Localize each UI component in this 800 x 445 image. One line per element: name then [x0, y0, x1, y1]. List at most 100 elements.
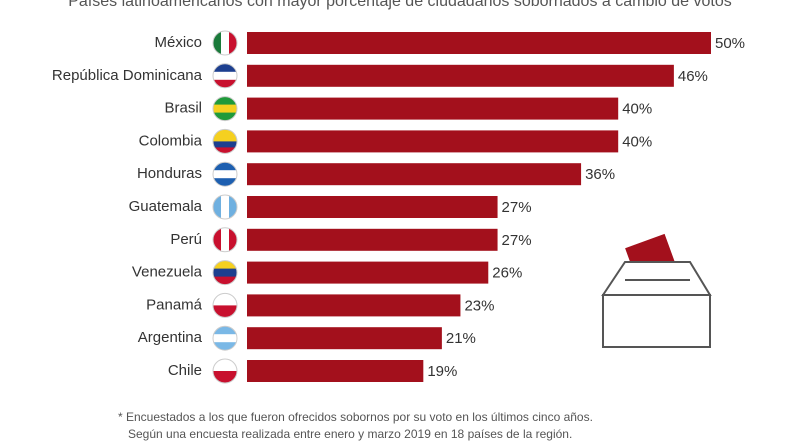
value-label: 36% — [585, 166, 615, 183]
flag-stripe — [213, 141, 237, 148]
value-label: 40% — [622, 101, 652, 118]
flag-stripes — [213, 359, 237, 383]
value-label: 21% — [446, 330, 476, 347]
value-label: 19% — [427, 363, 457, 380]
flag-stripe — [213, 260, 237, 270]
flag-stripe — [213, 63, 237, 73]
flag-stripe — [213, 178, 237, 187]
flag-outline — [212, 292, 238, 318]
flag-icon — [212, 161, 238, 187]
flag-icon — [212, 260, 238, 286]
flag-stripe — [213, 359, 237, 372]
category-label: República Dominicana — [52, 67, 203, 84]
flag-stripes — [213, 162, 237, 187]
flag-stripes — [213, 129, 237, 154]
category-label: Colombia — [139, 132, 203, 149]
bar — [247, 327, 442, 350]
bar — [247, 360, 424, 382]
flag-stripe — [213, 135, 237, 142]
flag-stripes — [213, 96, 237, 121]
bar — [247, 97, 619, 120]
flag-stripe — [213, 79, 237, 88]
flag-icon — [212, 194, 238, 220]
flag-stripes — [213, 260, 237, 285]
bar — [247, 196, 498, 218]
flag-stripe — [221, 227, 230, 252]
footnote: Según una encuesta realizada entre enero… — [128, 427, 572, 441]
category-label: Honduras — [137, 165, 202, 182]
flag-icon — [212, 30, 238, 56]
flag-outline — [212, 161, 238, 187]
flag-stripe — [221, 31, 230, 55]
flag-icon — [212, 292, 238, 318]
value-label: 27% — [502, 232, 532, 249]
flag-stripe — [213, 71, 237, 81]
category-label: Guatemala — [129, 198, 203, 215]
value-label: 40% — [622, 133, 652, 150]
flag-stripe — [213, 195, 222, 219]
flag-icon — [212, 128, 238, 154]
flag-stripe — [213, 31, 222, 55]
flag-icon — [212, 63, 238, 89]
flag-stripe — [213, 371, 237, 383]
flag-stripe — [213, 170, 237, 179]
flag-outline — [212, 96, 238, 122]
flag-stripe — [213, 268, 237, 278]
category-label: Venezuela — [132, 264, 203, 281]
flag-icon — [212, 325, 238, 351]
flag-icon — [212, 358, 238, 384]
value-label: 50% — [715, 35, 745, 52]
bar — [247, 130, 619, 153]
flag-outline — [212, 194, 238, 220]
value-label: 46% — [678, 68, 708, 85]
flag-outline — [212, 128, 238, 154]
flag-stripes — [213, 195, 237, 219]
flag-outline — [212, 325, 238, 351]
value-label: 23% — [464, 297, 494, 314]
flag-icon — [212, 227, 238, 253]
flag-stripe — [213, 104, 237, 114]
flag-stripes — [213, 63, 237, 88]
flag-stripes — [213, 293, 237, 318]
bar — [247, 261, 489, 284]
value-label: 26% — [492, 265, 522, 282]
bar — [247, 163, 582, 186]
flag-stripe — [213, 112, 237, 121]
flag-stripe — [213, 305, 237, 318]
footnote: * Encuestados a los que fueron ofrecidos… — [118, 410, 593, 424]
flag-outline — [212, 30, 238, 56]
flag-stripe — [213, 162, 237, 171]
value-label: 27% — [502, 199, 532, 216]
flag-stripe — [213, 96, 237, 106]
category-label: México — [154, 34, 202, 51]
category-label: Brasil — [164, 100, 202, 117]
category-label: Perú — [170, 231, 202, 248]
flag-stripes — [213, 227, 237, 252]
flag-stripe — [213, 342, 237, 351]
flag-stripe — [213, 147, 237, 154]
flag-stripes — [213, 326, 237, 351]
flag-stripe — [221, 195, 230, 219]
bar — [247, 228, 498, 251]
flag-stripe — [213, 227, 222, 252]
bar — [247, 32, 711, 54]
flag-stripes — [213, 31, 237, 55]
bar — [247, 294, 461, 317]
flag-stripe — [229, 195, 237, 219]
ballot-box-icon — [601, 233, 712, 348]
flag-outline — [212, 227, 238, 253]
flag-stripe — [213, 334, 237, 343]
flag-stripe — [213, 276, 237, 285]
category-label: Panamá — [146, 296, 203, 313]
flag-outline — [212, 63, 238, 89]
flag-stripe — [213, 326, 237, 335]
category-label: Chile — [168, 362, 202, 379]
bar — [247, 64, 674, 87]
chart-title: Países latinoamericanos con mayor porcen… — [68, 0, 732, 10]
flag-outline — [212, 260, 238, 286]
flag-stripe — [229, 227, 237, 252]
flag-icon — [212, 96, 238, 122]
flag-stripe — [229, 31, 237, 55]
flag-stripe — [213, 129, 237, 136]
